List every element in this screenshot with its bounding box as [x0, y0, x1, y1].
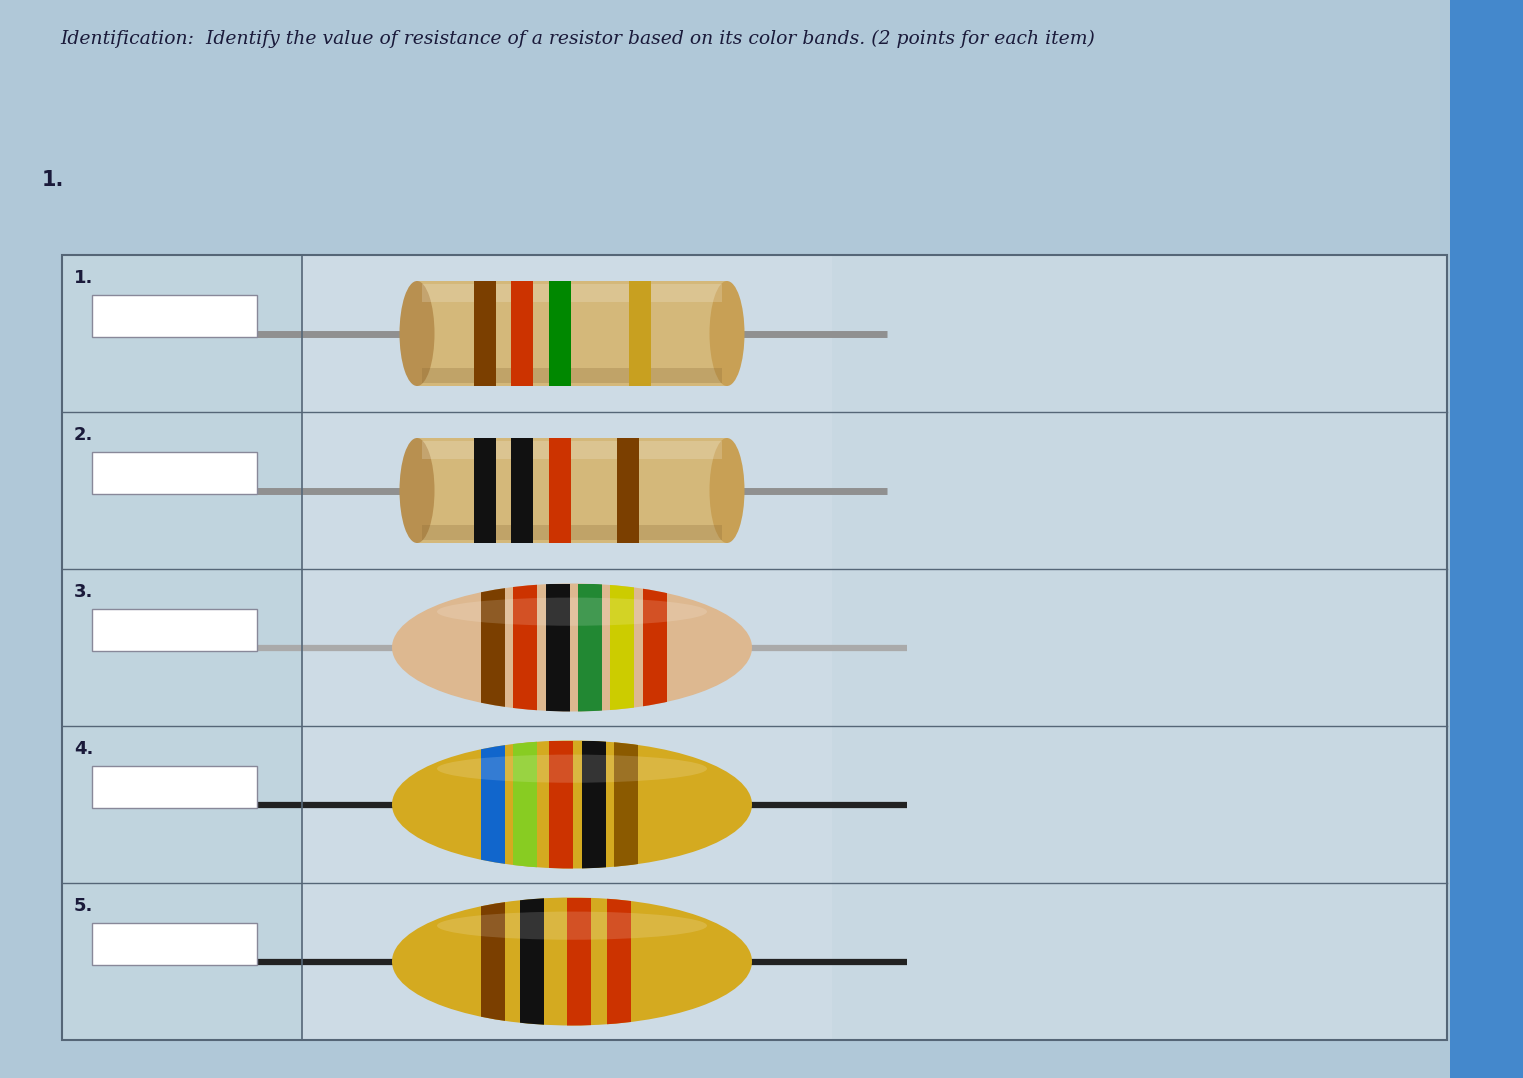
- Bar: [417, 438, 726, 543]
- Bar: [302, 569, 1447, 725]
- Bar: [62, 883, 302, 1040]
- Bar: [422, 525, 722, 540]
- Bar: [302, 255, 1447, 412]
- Bar: [62, 725, 302, 883]
- Bar: [832, 883, 1447, 1040]
- Bar: [548, 281, 571, 386]
- Bar: [91, 295, 257, 337]
- Bar: [643, 583, 667, 711]
- Ellipse shape: [399, 281, 434, 386]
- Ellipse shape: [710, 438, 745, 543]
- Bar: [422, 368, 722, 383]
- Bar: [614, 741, 638, 869]
- Bar: [582, 741, 606, 869]
- Bar: [62, 255, 302, 412]
- Bar: [481, 741, 504, 869]
- Ellipse shape: [391, 583, 752, 711]
- Bar: [481, 898, 504, 1025]
- Bar: [1450, 0, 1523, 1078]
- Bar: [513, 741, 538, 869]
- Bar: [567, 898, 591, 1025]
- Bar: [512, 438, 533, 543]
- Ellipse shape: [437, 912, 707, 940]
- Bar: [545, 583, 570, 711]
- Ellipse shape: [437, 755, 707, 783]
- Bar: [606, 898, 631, 1025]
- Bar: [521, 898, 544, 1025]
- Bar: [579, 583, 602, 711]
- Bar: [91, 609, 257, 651]
- Ellipse shape: [437, 597, 707, 625]
- Ellipse shape: [399, 438, 434, 543]
- Ellipse shape: [391, 898, 752, 1025]
- Bar: [62, 569, 302, 725]
- Text: 2.: 2.: [75, 426, 93, 444]
- Bar: [550, 741, 573, 869]
- Bar: [91, 452, 257, 494]
- Text: 1.: 1.: [75, 270, 93, 287]
- Bar: [422, 284, 722, 302]
- Bar: [417, 281, 726, 386]
- Bar: [302, 725, 1447, 883]
- Ellipse shape: [710, 281, 745, 386]
- Bar: [832, 412, 1447, 569]
- Bar: [617, 438, 638, 543]
- Bar: [302, 412, 1447, 569]
- Text: Identification:  Identify the value of resistance of a resistor based on its col: Identification: Identify the value of re…: [59, 30, 1095, 49]
- Bar: [62, 412, 302, 569]
- Bar: [302, 883, 1447, 1040]
- Bar: [512, 281, 533, 386]
- Text: 1.: 1.: [43, 170, 64, 190]
- Bar: [629, 281, 652, 386]
- Bar: [91, 766, 257, 808]
- Bar: [611, 583, 635, 711]
- Ellipse shape: [391, 741, 752, 869]
- Bar: [91, 923, 257, 965]
- Bar: [481, 583, 504, 711]
- Bar: [422, 441, 722, 459]
- Bar: [548, 438, 571, 543]
- Text: 3.: 3.: [75, 583, 93, 602]
- Bar: [62, 255, 1447, 1040]
- Text: 5.: 5.: [75, 897, 93, 915]
- Bar: [832, 569, 1447, 725]
- Text: 4.: 4.: [75, 740, 93, 758]
- Bar: [832, 725, 1447, 883]
- Bar: [832, 255, 1447, 412]
- Bar: [474, 438, 496, 543]
- Bar: [474, 281, 496, 386]
- Bar: [513, 583, 538, 711]
